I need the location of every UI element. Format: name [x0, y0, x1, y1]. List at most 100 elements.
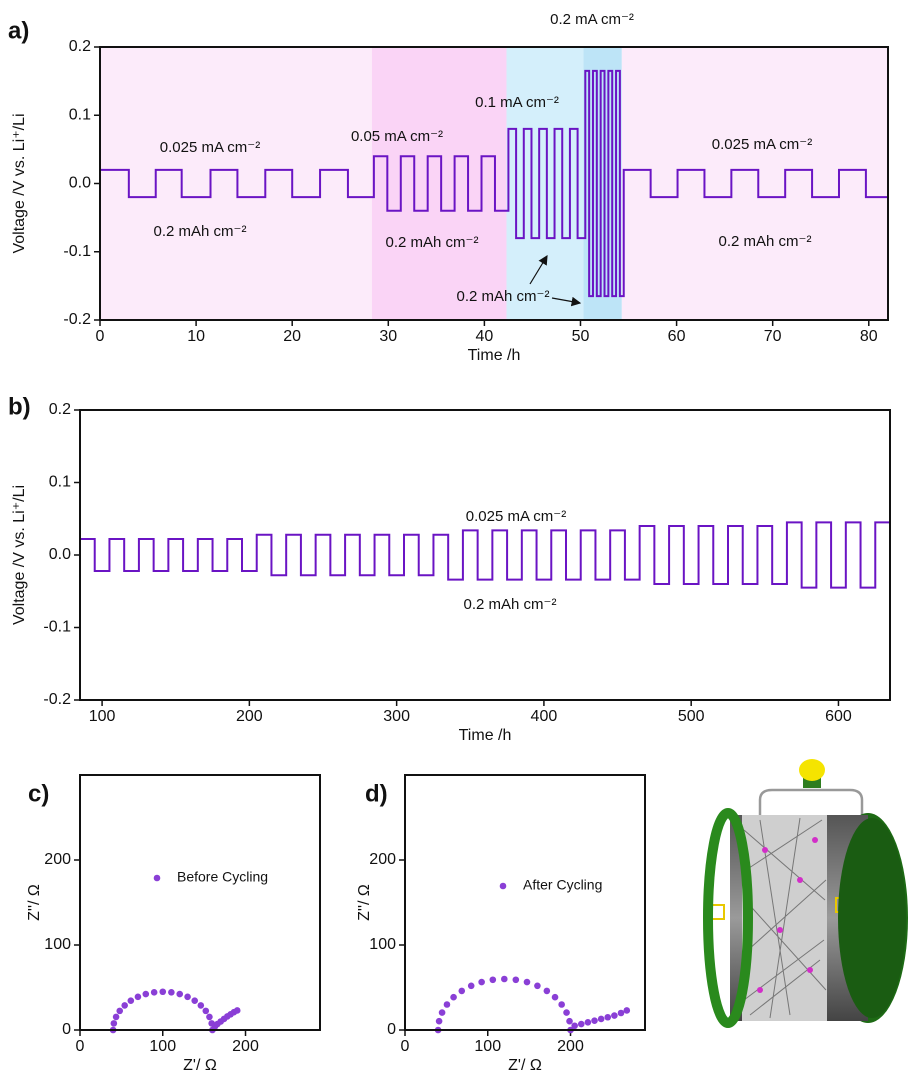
annotation: 0.2 mAh cm⁻²: [457, 288, 550, 305]
region-band: [621, 47, 888, 320]
data-point: [611, 1012, 618, 1019]
x-tick-label: 40: [475, 328, 493, 345]
x-tick-label: 200: [232, 1038, 259, 1055]
x-tick-label: 20: [283, 328, 301, 345]
voltage-line: [80, 521, 890, 589]
x-tick-label: 400: [531, 708, 558, 725]
arrow: [551, 296, 582, 307]
region-band: [371, 47, 507, 320]
cell-illustration: [703, 759, 908, 1028]
annotation: 0.2 mAh cm⁻²: [719, 233, 812, 250]
panel-label: a): [8, 17, 29, 44]
y-tick-label: 200: [369, 851, 396, 868]
data-point: [543, 987, 551, 995]
data-point: [168, 989, 175, 996]
data-point: [571, 1022, 578, 1030]
arrow: [529, 254, 548, 285]
data-point: [202, 1007, 210, 1015]
voltage-line: [100, 69, 888, 298]
data-point: [558, 1001, 565, 1008]
arrows: [529, 254, 582, 307]
x-axis-title: Z'/ Ω: [183, 1057, 217, 1074]
x-tick-label: 600: [825, 708, 852, 725]
y-tick-label: 100: [44, 936, 71, 953]
data-point: [110, 1020, 118, 1027]
plot-frame: [79, 409, 891, 701]
data-point: [435, 1017, 443, 1025]
x-axis-title: Time /h: [468, 347, 521, 364]
data-point: [197, 1002, 205, 1009]
data-point: [150, 989, 158, 996]
data-point: [191, 997, 199, 1004]
x-tick-label: 200: [236, 708, 263, 725]
legend-marker: [499, 882, 507, 890]
data-point: [604, 1013, 612, 1021]
legend-marker: [153, 874, 161, 882]
x-tick-label: 200: [557, 1038, 584, 1055]
annotation: 0.025 mA cm⁻²: [160, 139, 260, 156]
data-point: [458, 987, 466, 995]
clip: [711, 904, 725, 920]
plot-frame: [404, 774, 646, 1031]
annotation: 0.2 mAh cm⁻²: [386, 234, 479, 251]
data-point: [551, 993, 559, 1001]
data-point: [534, 982, 541, 990]
data-point: [563, 1009, 570, 1016]
y-tick-label: 0.2: [69, 38, 91, 55]
x-tick-label: 10: [187, 328, 205, 345]
x-tick-label: 70: [764, 328, 782, 345]
region-band: [100, 47, 372, 320]
x-axis-title: Z'/ Ω: [508, 1057, 542, 1074]
data-point: [134, 993, 142, 1001]
data-point: [159, 988, 167, 996]
y-tick-label: 0.2: [49, 401, 71, 418]
plot-frame: [79, 774, 321, 1031]
data-point: [467, 982, 475, 990]
plot-frame: [99, 46, 889, 321]
data-point: [584, 1019, 592, 1026]
cell-cap: [838, 818, 906, 1018]
data-point: [512, 976, 520, 984]
data-point: [112, 1013, 120, 1021]
y-tick-label: -0.2: [63, 311, 91, 328]
chart-panel: 0 100 200 0 100 200 Z'/ Ω Z''/ Ω d) After Cycling: [356, 774, 646, 1074]
panel-label: d): [365, 780, 388, 807]
region-band: [506, 47, 584, 320]
data-point: [142, 990, 150, 998]
y-tick-label: -0.1: [43, 619, 71, 636]
x-tick-label: 100: [89, 708, 116, 725]
annotation: 0.2 mAh cm⁻²: [154, 223, 247, 240]
data-point: [617, 1009, 625, 1017]
data-point: [121, 1002, 128, 1009]
x-tick-label: 100: [149, 1038, 176, 1055]
chart-panel: -0.2 -0.1 0.0 0.1 0.2 0 10 20 30 40 50 60 70 80 Time /…: [8, 11, 889, 364]
data-point: [127, 997, 135, 1004]
y-tick-label: 0: [387, 1021, 396, 1038]
chart-panel: -0.2 -0.1 0.0 0.1 0.2 100 200 300 400 500 600 Time …: [8, 393, 891, 744]
y-tick-label: 0.0: [49, 546, 71, 563]
y-tick-label: 0.1: [49, 474, 71, 491]
data-point: [591, 1017, 598, 1024]
data-point: [623, 1007, 631, 1014]
annotation: 0.1 mA cm⁻²: [475, 94, 559, 111]
y-tick-label: 0.0: [69, 175, 91, 192]
y-axis-title: Z''/ Ω: [26, 884, 43, 921]
y-tick-label: 0: [62, 1021, 71, 1038]
y-tick-label: -0.1: [63, 243, 91, 260]
annotation: 0.2 mA cm⁻²: [550, 11, 634, 28]
y-tick-label: 100: [369, 936, 396, 953]
x-tick-label: 0: [96, 328, 105, 345]
data-point: [566, 1017, 573, 1025]
panel-label: b): [8, 393, 31, 420]
data-point: [501, 975, 508, 983]
x-tick-label: 60: [668, 328, 686, 345]
y-axis-title: Voltage /V vs. Li⁺/Li: [11, 113, 28, 253]
legend-label: Before Cycling: [177, 869, 268, 885]
chart-panel: 0 100 200 0 100 200 Z'/ Ω Z''/ Ω c) Before Cyclin…: [26, 774, 321, 1074]
annotation: 0.2 mAh cm⁻²: [464, 596, 557, 613]
particles: [757, 837, 818, 993]
data-point: [577, 1020, 585, 1028]
annotation: 0.05 mA cm⁻²: [351, 128, 443, 145]
x-tick-label: 300: [383, 708, 410, 725]
